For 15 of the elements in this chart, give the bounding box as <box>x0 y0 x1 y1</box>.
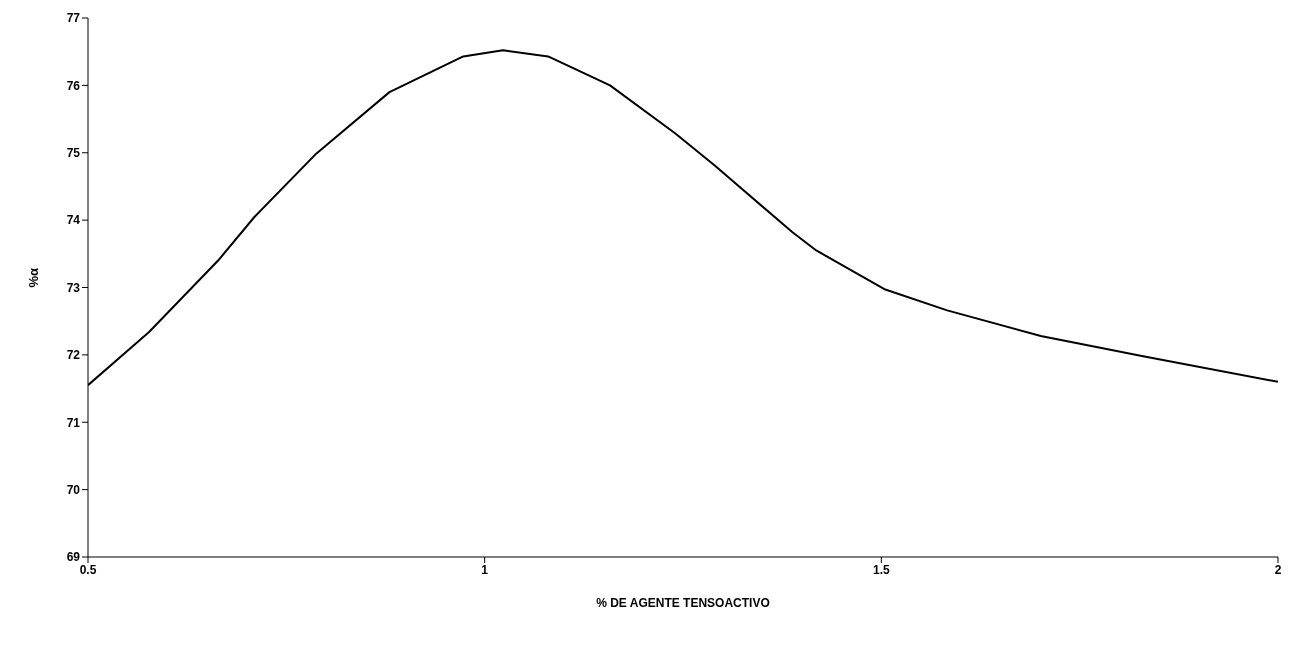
x-tick-label: 2 <box>1274 562 1282 577</box>
x-tick-label: 0.5 <box>79 562 97 577</box>
y-tick-label: 70 <box>66 482 81 497</box>
y-tick-label: 74 <box>66 213 81 228</box>
y-tick-label: 69 <box>66 550 81 565</box>
x-axis-title: % DE AGENTE TENSOACTIVO <box>596 596 770 610</box>
y-tick-label: 73 <box>66 280 81 295</box>
y-axis-title: %α <box>25 267 41 288</box>
x-tick-label: 1 <box>481 562 489 577</box>
y-tick-label: 71 <box>66 415 81 430</box>
y-tick-label: 75 <box>66 146 81 161</box>
y-tick-label: 77 <box>66 11 81 26</box>
y-tick-label: 76 <box>66 78 81 93</box>
y-tick-label: 72 <box>66 348 81 363</box>
x-tick-label: 1.5 <box>872 562 890 577</box>
